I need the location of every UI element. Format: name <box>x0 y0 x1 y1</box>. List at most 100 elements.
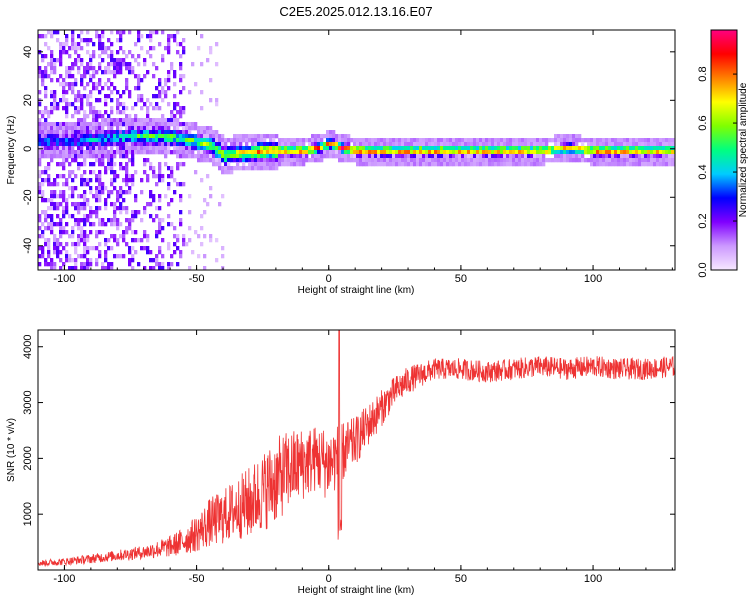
spectrogram-cell <box>320 142 324 147</box>
spectrogram-cell <box>53 190 57 195</box>
spectrogram-cell <box>404 150 408 155</box>
spectrogram-cell <box>134 250 138 255</box>
spectrogram-cell <box>206 130 210 135</box>
spectrogram-cell <box>479 158 483 163</box>
spectrogram-cell <box>428 138 432 143</box>
spectrogram-cell <box>596 142 600 147</box>
spectrogram-cell <box>587 138 591 143</box>
spectrogram-cell <box>71 186 75 191</box>
spectrogram-cell <box>110 190 114 195</box>
spectrogram-cell <box>44 106 48 111</box>
spectrogram-cell <box>218 134 222 139</box>
spectrogram-cell <box>215 142 219 147</box>
spectrogram-cell <box>335 134 339 139</box>
spectrogram-cell <box>137 38 141 43</box>
spectrogram-cell <box>209 142 213 147</box>
spectrogram-cell <box>128 226 132 231</box>
spectrogram-cell <box>140 118 144 123</box>
spectrogram-cell <box>53 238 57 243</box>
spectrogram-cell <box>107 38 111 43</box>
spectrogram-cell <box>164 126 168 131</box>
spectrogram-cell <box>347 150 351 155</box>
spectrogram-cell <box>221 194 225 199</box>
spectrogram-cell <box>131 214 135 219</box>
spectrogram-cell <box>569 146 573 151</box>
spectrogram-cell <box>119 118 123 123</box>
spectrogram-cell <box>77 206 81 211</box>
spectrogram-cell <box>368 146 372 151</box>
spectrogram-cell <box>386 158 390 163</box>
spectrogram-cell <box>461 154 465 159</box>
spectrogram-cell <box>128 90 132 95</box>
spectrogram-cell <box>179 194 183 199</box>
spectrogram-cell <box>332 134 336 139</box>
spectrogram-cell <box>656 142 660 147</box>
spectrogram-cell <box>41 246 45 251</box>
spectrogram-cell <box>47 130 51 135</box>
spectrogram-cell <box>152 170 156 175</box>
spectrogram-cell <box>59 74 63 79</box>
spectrogram-cell <box>362 162 366 167</box>
spectrogram-cell <box>551 138 555 143</box>
spectrogram-cell <box>395 162 399 167</box>
spectrogram-cell <box>59 138 63 143</box>
spectrogram-cell <box>494 154 498 159</box>
spectrogram-cell <box>515 162 519 167</box>
spectrogram-cell <box>434 138 438 143</box>
spectrogram-x-tick-label: -50 <box>189 273 205 285</box>
spectrogram-cell <box>368 150 372 155</box>
spectrogram-cell <box>95 214 99 219</box>
spectrogram-cell <box>77 242 81 247</box>
spectrogram-cell <box>98 78 102 83</box>
spectrogram-cell <box>131 210 135 215</box>
spectrogram-cell <box>158 198 162 203</box>
spectrogram-cell <box>71 90 75 95</box>
spectrogram-cell <box>548 146 552 151</box>
spectrogram-cell <box>272 138 276 143</box>
spectrogram-cell <box>38 190 42 195</box>
spectrogram-cell <box>314 146 318 151</box>
spectrogram-cell <box>125 170 129 175</box>
spectrogram-cell <box>68 142 72 147</box>
spectrogram-cell <box>566 134 570 139</box>
spectrogram-cell <box>68 146 72 151</box>
spectrogram-cell <box>344 158 348 163</box>
spectrogram-cell <box>155 134 159 139</box>
spectrogram-cell <box>359 158 363 163</box>
spectrogram-cell <box>233 142 237 147</box>
spectrogram-cell <box>221 134 225 139</box>
spectrogram-cell <box>413 162 417 167</box>
spectrogram-cell <box>47 114 51 119</box>
spectrogram-cell <box>269 142 273 147</box>
spectrogram-cell <box>350 150 354 155</box>
spectrogram-cell <box>89 122 93 127</box>
spectrogram-cell <box>89 150 93 155</box>
spectrogram-cell <box>38 174 42 179</box>
spectrogram-cell <box>458 150 462 155</box>
spectrogram-cell <box>104 94 108 99</box>
spectrogram-cell <box>98 138 102 143</box>
spectrogram-cell <box>71 102 75 107</box>
spectrogram-cell <box>125 182 129 187</box>
spectrogram-cell <box>128 134 132 139</box>
spectrogram-cell <box>74 94 78 99</box>
spectrogram-cell <box>470 150 474 155</box>
spectrogram-cell <box>134 230 138 235</box>
spectrogram-cell <box>590 158 594 163</box>
spectrogram-cell <box>74 218 78 223</box>
spectrogram-cell <box>323 150 327 155</box>
spectrogram-cell <box>266 154 270 159</box>
spectrogram-cell <box>80 150 84 155</box>
spectrogram-cell <box>50 138 54 143</box>
spectrogram-cell <box>644 142 648 147</box>
spectrogram-cell <box>383 158 387 163</box>
spectrogram-cell <box>608 162 612 167</box>
spectrogram-cell <box>110 90 114 95</box>
spectrogram-cell <box>644 158 648 163</box>
spectrogram-cell <box>674 150 675 155</box>
spectrogram-cell <box>38 254 42 259</box>
spectrogram-cell <box>149 202 153 207</box>
spectrogram-cell <box>173 94 177 99</box>
spectrogram-cell <box>86 122 90 127</box>
spectrogram-cell <box>65 70 69 75</box>
